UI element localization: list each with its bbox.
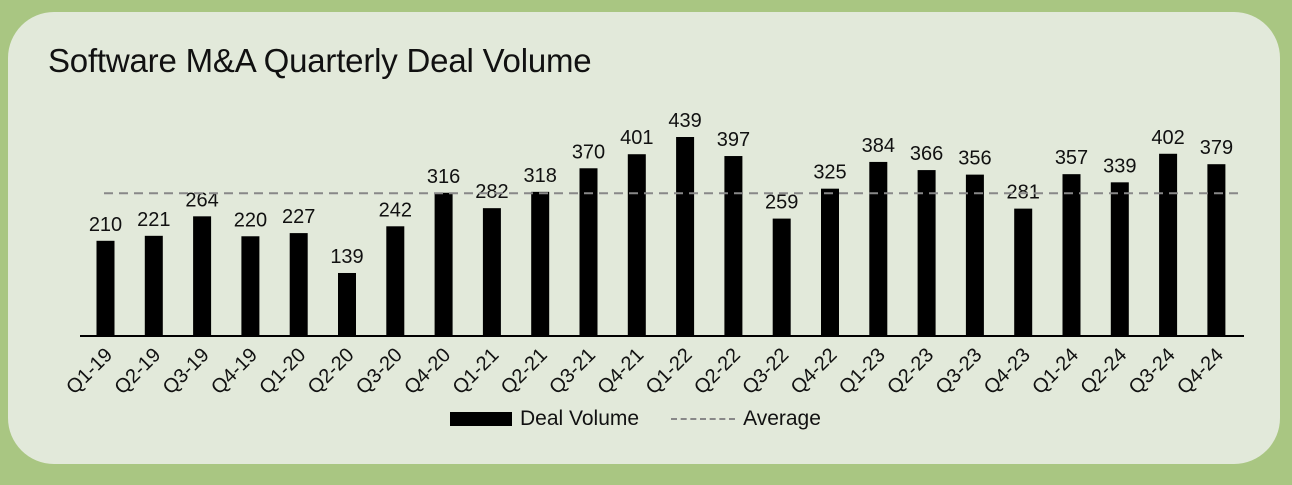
bar-Q4-23	[1014, 209, 1032, 336]
bar-Q4-24	[1207, 164, 1225, 336]
x-tick-label-Q4-24: Q4-24	[1173, 344, 1228, 399]
data-label-Q2-19: 221	[137, 209, 170, 231]
x-tick-label-Q1-19: Q1-19	[62, 344, 117, 399]
bar-Q3-24	[1159, 154, 1177, 336]
data-label-Q2-23: 366	[910, 143, 943, 165]
bar-Q3-22	[773, 219, 791, 336]
bar-Q1-23	[869, 162, 887, 336]
data-label-Q2-21: 318	[524, 165, 557, 187]
bar-Q1-19	[97, 241, 115, 336]
bar-Q1-21	[483, 208, 501, 336]
data-label-Q3-21: 370	[572, 141, 605, 163]
data-label-Q2-22: 397	[717, 129, 750, 151]
bar-Q4-21	[628, 154, 646, 336]
x-tick-label-Q2-22: Q2-22	[690, 344, 745, 399]
x-tick-label-Q4-23: Q4-23	[980, 344, 1035, 399]
bar-Q1-22	[676, 137, 694, 336]
data-label-Q2-24: 339	[1103, 155, 1136, 177]
data-label-Q1-19: 210	[89, 214, 122, 236]
x-tick-label-Q3-21: Q3-21	[545, 344, 600, 399]
data-label-Q4-22: 325	[813, 162, 846, 184]
data-label-Q1-23: 384	[862, 135, 895, 157]
x-tick-label-Q2-24: Q2-24	[1076, 344, 1131, 399]
x-tick-label-Q2-20: Q2-20	[304, 344, 359, 399]
data-label-Q1-20: 227	[282, 206, 315, 228]
bar-Q2-24	[1111, 182, 1129, 336]
data-label-Q3-24: 402	[1151, 127, 1184, 149]
x-tick-label-Q3-22: Q3-22	[738, 344, 793, 399]
x-tick-label-Q3-20: Q3-20	[352, 344, 407, 399]
bar-Q3-23	[966, 175, 984, 336]
data-label-Q4-24: 379	[1200, 137, 1233, 159]
x-tick-label-Q4-22: Q4-22	[787, 344, 842, 399]
bar-Q2-21	[531, 192, 549, 336]
x-tick-label-Q1-23: Q1-23	[835, 344, 890, 399]
bar-Q4-19	[241, 236, 259, 336]
x-tick-label-Q2-23: Q2-23	[883, 344, 938, 399]
data-label-Q4-21: 401	[620, 127, 653, 149]
bar-Q2-23	[918, 170, 936, 336]
x-tick-label-Q1-24: Q1-24	[1028, 344, 1083, 399]
x-tick-label-Q1-22: Q1-22	[642, 344, 697, 399]
bar-Q4-20	[435, 193, 453, 336]
bar-Q4-22	[821, 189, 839, 336]
bar-Q3-19	[193, 216, 211, 336]
data-label-Q4-19: 220	[234, 209, 267, 231]
x-tick-label-Q4-20: Q4-20	[400, 344, 455, 399]
data-label-Q4-20: 316	[427, 166, 460, 188]
bar-Q1-24	[1063, 174, 1081, 336]
data-label-Q2-20: 139	[330, 246, 363, 268]
x-tick-label-Q4-19: Q4-19	[207, 344, 262, 399]
x-tick-label-Q3-24: Q3-24	[1125, 344, 1180, 399]
bar-Q2-19	[145, 236, 163, 336]
bar-Q2-20	[338, 273, 356, 336]
bar-Q2-22	[724, 156, 742, 336]
data-label-Q3-20: 242	[379, 199, 412, 221]
legend-label-deal-volume: Deal Volume	[520, 407, 639, 431]
x-tick-label-Q1-21: Q1-21	[449, 344, 504, 399]
legend-swatch-deal-volume	[450, 412, 512, 426]
bar-Q1-20	[290, 233, 308, 336]
bar-Q3-20	[386, 226, 404, 336]
x-tick-label-Q3-23: Q3-23	[932, 344, 987, 399]
legend-swatch-average	[671, 418, 735, 420]
data-label-Q1-22: 439	[668, 110, 701, 132]
x-tick-label-Q2-19: Q2-19	[110, 344, 165, 399]
chart-legend: Deal Volume Average	[450, 406, 821, 432]
x-tick-label-Q3-19: Q3-19	[159, 344, 214, 399]
data-label-Q3-23: 356	[958, 148, 991, 170]
legend-label-average: Average	[743, 407, 821, 431]
data-label-Q1-24: 357	[1055, 147, 1088, 169]
x-tick-label-Q1-20: Q1-20	[255, 344, 310, 399]
data-label-Q3-22: 259	[765, 192, 798, 214]
data-label-Q1-21: 282	[475, 181, 508, 203]
x-tick-label-Q4-21: Q4-21	[593, 344, 648, 399]
x-tick-label-Q2-21: Q2-21	[497, 344, 552, 399]
